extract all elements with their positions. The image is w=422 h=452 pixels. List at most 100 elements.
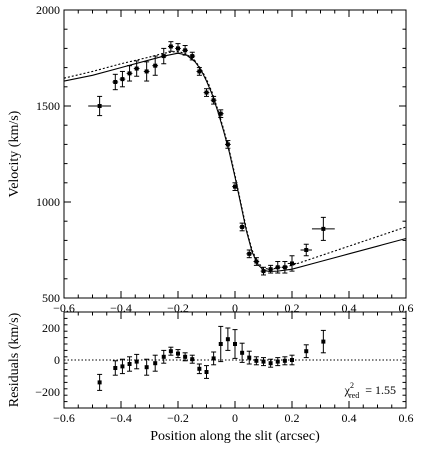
velocity-data-point [182,45,188,56]
velocity-y-tick-label: 1500 [36,99,60,113]
residuals-data-point [253,356,259,366]
velocity-point-marker [144,69,149,74]
velocity-data-point [175,43,181,54]
residuals-data-point [189,354,195,364]
velocity-data-point [88,95,112,117]
velocity-data-point [160,47,167,65]
residuals-point-marker [168,349,173,354]
residuals-data-point [261,357,266,367]
residuals-point-marker [282,358,287,363]
velocity-point-marker [153,63,158,68]
chi-subscript: red [349,391,359,400]
chi-symbol: χ [344,383,351,397]
residuals-point-marker [113,366,118,370]
velocity-point-marker [211,98,216,103]
velocity-y-tick-label: 500 [42,291,60,305]
velocity-point-marker [240,224,245,229]
residuals-point-marker [268,361,273,366]
chi-squared-annotation: χ2 red = 1.55 [344,381,396,400]
chi-value: = 1.55 [365,383,396,397]
velocity-data-point [246,249,253,259]
residuals-data-point [112,360,118,376]
velocity-point-marker [233,184,237,189]
residuals-point-marker [261,359,266,364]
velocity-y-tick-label: 1000 [36,195,60,209]
velocity-data-point [239,222,245,232]
velocity-x-tick-label: 0 [232,301,238,315]
residuals-data-point [268,358,274,368]
residuals-point-marker [247,355,252,360]
residuals-data-point [152,354,158,372]
residuals-data-point [289,354,295,366]
residuals-point-marker [176,351,180,356]
velocity-point-marker [290,261,294,266]
residuals-point-marker [161,354,166,359]
residuals-y-tick-label: −200 [35,385,60,399]
velocity-data-point [267,264,274,274]
velocity-point-marker [197,69,202,74]
residuals-data-point [232,329,238,359]
velocity-data-point [133,60,140,77]
velocity-point-marker [161,54,166,59]
velocity-y-tick-label: 2000 [36,3,60,17]
residuals-x-tick-label: −0.6 [53,411,75,425]
residuals-data-point [225,327,231,351]
residuals-point-marker [304,349,309,354]
residuals-data-point [97,373,103,391]
residuals-y-axis-title: Residuals (km/s) [7,312,22,407]
residuals-x-tick-label: −0.2 [167,411,189,425]
model-curve-solid [64,52,406,273]
velocity-data-point [274,261,281,274]
model-curve-dashed [64,50,406,270]
residuals-x-tick-label: 0.4 [342,411,357,425]
velocity-point-marker [127,71,132,76]
residuals-data-point [282,356,288,366]
residuals-data-point [246,350,252,365]
velocity-point-marker [113,80,118,84]
velocity-point-marker [218,111,223,116]
velocity-point-marker [204,90,209,95]
velocity-data-point [210,95,217,105]
velocity-point-marker [168,44,173,49]
chi-superscript: 2 [350,381,354,390]
residuals-data-point [161,349,167,364]
residuals-x-tick-label: 0 [232,411,238,425]
residuals-data-point [239,342,245,363]
residuals-data-point [127,356,133,372]
velocity-point-marker [183,48,188,53]
residuals-point-marker [144,365,149,370]
residuals-point-marker [190,357,195,362]
residuals-point-marker [197,366,202,371]
velocity-data-point [112,73,119,91]
velocity-data-point [287,255,297,272]
velocity-data-point [126,65,133,82]
velocity-point-marker [134,66,139,71]
velocity-y-axis-title: Velocity (km/s) [7,110,22,197]
residuals-point-marker [120,364,125,369]
residuals-point-marker [275,359,280,364]
velocity-point-marker [97,104,102,108]
residuals-data-point [204,365,209,379]
residuals-data-point [119,358,125,375]
residuals-x-tick-label: 0.2 [285,411,300,425]
residuals-data-point [211,351,217,366]
residuals-data-point [175,349,181,359]
x-axis-title: Position along the slit (arcsec) [150,429,320,444]
residuals-panel: −0.6 −0.4 −0.2 0 0.2 0.4 0.6 −200 0 200 [35,311,414,425]
velocity-data-point [189,51,196,61]
velocity-point-marker [247,251,252,256]
velocity-point-marker [275,265,280,270]
velocity-data-point [119,70,126,88]
residuals-data-point [182,352,188,362]
residuals-data-point [320,329,326,354]
residuals-x-tick-label: 0.6 [399,411,414,425]
residuals-y-tick-label: 0 [54,353,60,367]
residuals-point-marker [321,339,326,344]
velocity-data-point [300,243,312,257]
residuals-point-marker [254,358,259,363]
velocity-point-marker [120,77,125,82]
residuals-point-marker [127,362,132,366]
velocity-data-point [232,182,238,191]
